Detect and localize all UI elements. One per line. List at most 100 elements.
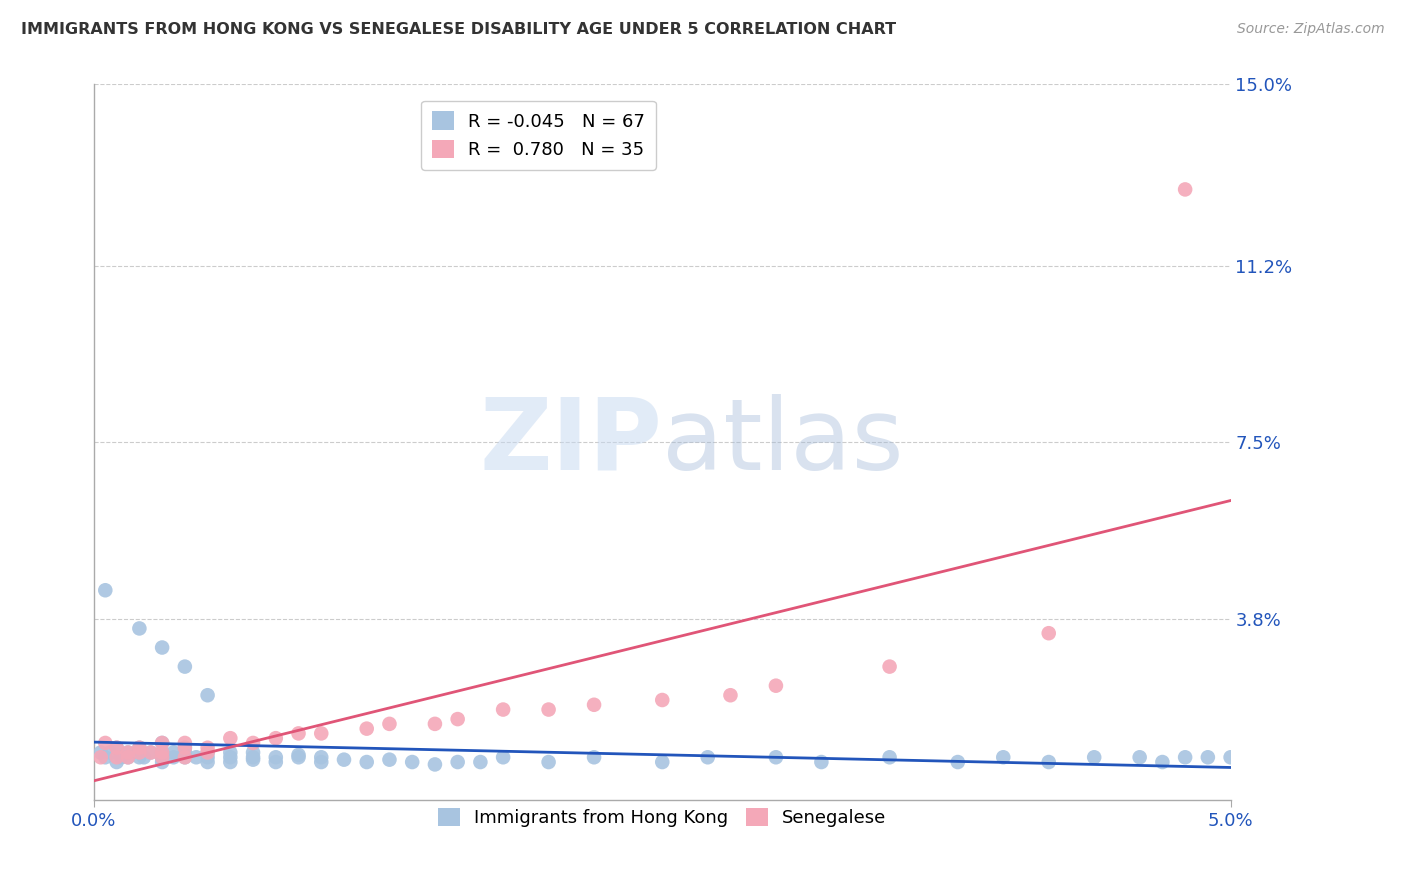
Point	[879, 750, 901, 764]
Point	[105, 755, 128, 769]
Point	[423, 717, 446, 731]
Point	[287, 726, 309, 740]
Point	[401, 755, 423, 769]
Point	[150, 750, 173, 764]
Point	[264, 755, 287, 769]
Point	[1174, 750, 1197, 764]
Point	[1083, 750, 1105, 764]
Point	[309, 726, 332, 740]
Point	[128, 740, 150, 755]
Point	[696, 750, 718, 764]
Point	[128, 622, 150, 636]
Point	[765, 679, 787, 693]
Point	[1129, 750, 1152, 764]
Point	[173, 740, 195, 755]
Point	[139, 746, 162, 760]
Point	[356, 722, 378, 736]
Point	[1174, 182, 1197, 196]
Point	[423, 757, 446, 772]
Point	[94, 583, 117, 598]
Point	[447, 712, 470, 726]
Point	[98, 746, 121, 760]
Point	[197, 755, 219, 769]
Point	[132, 750, 155, 764]
Point	[173, 740, 195, 755]
Point	[1038, 755, 1060, 769]
Point	[105, 740, 128, 755]
Point	[309, 750, 332, 764]
Point	[492, 702, 515, 716]
Point	[90, 750, 112, 764]
Point	[583, 698, 606, 712]
Point	[94, 736, 117, 750]
Point	[651, 755, 673, 769]
Point	[219, 731, 242, 746]
Legend: Immigrants from Hong Kong, Senegalese: Immigrants from Hong Kong, Senegalese	[430, 800, 894, 834]
Point	[242, 753, 264, 767]
Point	[219, 750, 242, 764]
Point	[287, 750, 309, 764]
Text: atlas: atlas	[662, 394, 904, 491]
Point	[287, 747, 309, 762]
Point	[162, 746, 184, 760]
Point	[378, 717, 401, 731]
Point	[150, 736, 173, 750]
Point	[94, 750, 117, 764]
Point	[537, 755, 560, 769]
Point	[1197, 750, 1219, 764]
Point	[150, 750, 173, 764]
Point	[242, 736, 264, 750]
Point	[139, 746, 162, 760]
Text: ZIP: ZIP	[479, 394, 662, 491]
Point	[583, 750, 606, 764]
Point	[162, 750, 184, 764]
Point	[993, 750, 1015, 764]
Point	[150, 746, 173, 760]
Point	[117, 746, 139, 760]
Point	[128, 746, 150, 760]
Point	[1152, 755, 1174, 769]
Point	[242, 746, 264, 760]
Point	[128, 746, 150, 760]
Point	[117, 746, 139, 760]
Point	[309, 755, 332, 769]
Point	[173, 750, 195, 764]
Point	[197, 740, 219, 755]
Point	[110, 750, 132, 764]
Point	[264, 731, 287, 746]
Point	[537, 702, 560, 716]
Point	[879, 659, 901, 673]
Point	[90, 746, 112, 760]
Point	[810, 755, 832, 769]
Point	[173, 659, 195, 673]
Point	[105, 750, 128, 764]
Point	[150, 746, 173, 760]
Point	[173, 750, 195, 764]
Point	[117, 750, 139, 764]
Text: IMMIGRANTS FROM HONG KONG VS SENEGALESE DISABILITY AGE UNDER 5 CORRELATION CHART: IMMIGRANTS FROM HONG KONG VS SENEGALESE …	[21, 22, 896, 37]
Point	[197, 746, 219, 760]
Point	[264, 750, 287, 764]
Point	[219, 746, 242, 760]
Point	[333, 753, 356, 767]
Point	[492, 750, 515, 764]
Point	[128, 740, 150, 755]
Point	[186, 750, 208, 764]
Point	[150, 640, 173, 655]
Point	[197, 746, 219, 760]
Point	[128, 750, 150, 764]
Point	[1219, 750, 1241, 764]
Point	[447, 755, 470, 769]
Point	[173, 746, 195, 760]
Point	[378, 753, 401, 767]
Point	[117, 750, 139, 764]
Point	[197, 688, 219, 702]
Point	[242, 750, 264, 764]
Point	[219, 755, 242, 769]
Point	[150, 736, 173, 750]
Point	[173, 736, 195, 750]
Point	[470, 755, 492, 769]
Point	[765, 750, 787, 764]
Point	[197, 750, 219, 764]
Point	[946, 755, 969, 769]
